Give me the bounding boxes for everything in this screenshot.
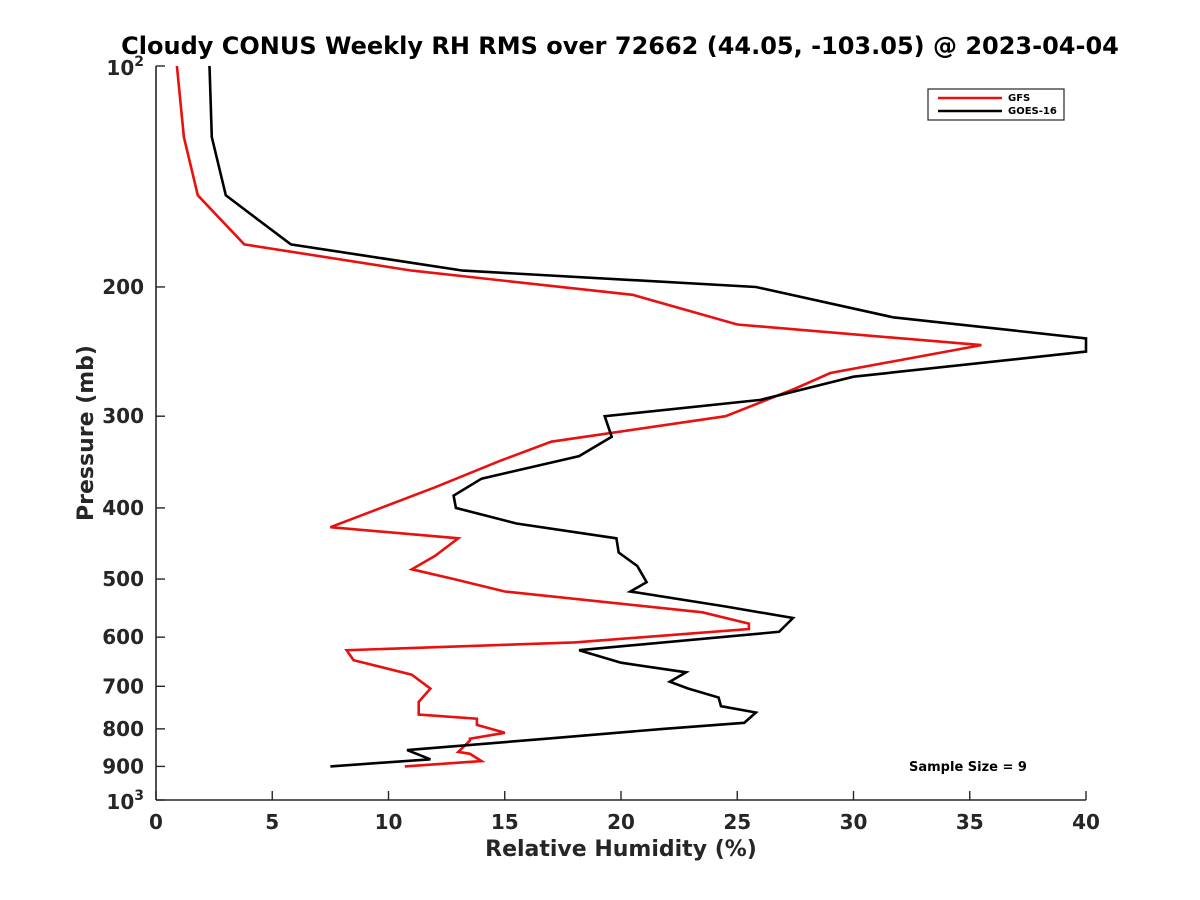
y-tick-label: 103 — [106, 788, 144, 814]
legend-label-goes16: GOES-16 — [1008, 106, 1057, 117]
series-line-goes16 — [208, 65, 1088, 768]
plot-area — [175, 65, 1088, 768]
y-axis-ticks: 102 200 300 400 500 600 700 800 900 103 — [102, 54, 165, 814]
y-tick-label: 400 — [102, 496, 144, 520]
y-tick-label: 102 — [106, 54, 144, 80]
x-axis-ticks: 0 5 10 15 20 25 30 35 40 — [149, 791, 1100, 834]
x-tick-label: 10 — [375, 810, 403, 834]
y-axis-label: Pressure (mb) — [74, 345, 99, 521]
y-tick-label: 900 — [102, 754, 144, 778]
legend-box — [927, 88, 1065, 121]
x-tick-label: 25 — [723, 810, 751, 834]
y-tick-label: 300 — [102, 404, 144, 428]
y-tick-label: 600 — [102, 625, 144, 649]
y-tick-label: 800 — [102, 717, 144, 741]
x-tick-label: 20 — [607, 810, 635, 834]
y-tick-label: 500 — [102, 567, 144, 591]
x-tick-label: 40 — [1072, 810, 1100, 834]
series-line-gfs — [175, 65, 982, 768]
x-tick-label: 35 — [956, 810, 984, 834]
y-tick-label: 700 — [102, 674, 144, 698]
x-tick-label: 30 — [840, 810, 868, 834]
x-tick-label: 0 — [149, 810, 163, 834]
sample-size-annotation: Sample Size = 9 — [909, 760, 1027, 775]
chart-title: Cloudy CONUS Weekly RH RMS over 72662 (4… — [121, 32, 1119, 60]
y-tick-label: 200 — [102, 275, 144, 299]
x-axis-label: Relative Humidity (%) — [485, 837, 757, 862]
axes — [155, 66, 1086, 801]
x-tick-label: 15 — [491, 810, 519, 834]
legend-label-gfs: GFS — [1008, 93, 1030, 104]
x-tick-label: 5 — [265, 810, 279, 834]
legend: GFS GOES-16 — [927, 88, 1065, 121]
